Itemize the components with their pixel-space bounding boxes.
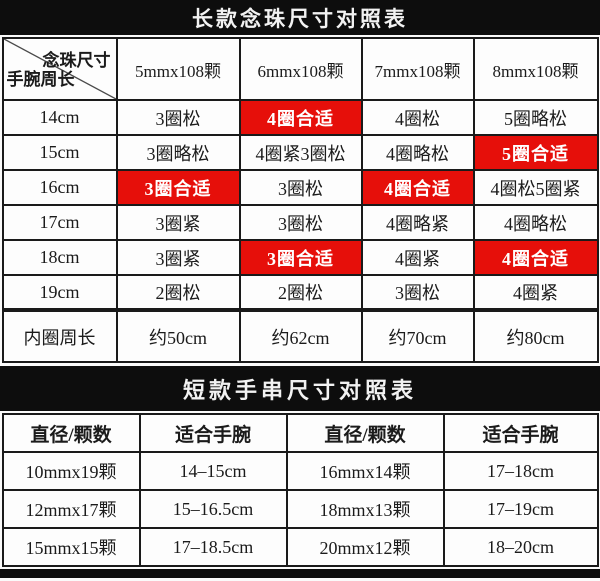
bead-size-cell: 15mmx15颗 bbox=[1, 527, 141, 567]
column-header-diameter-count: 直径/颗数 bbox=[285, 413, 445, 453]
long-table-title-bar: 长款念珠尺寸对照表 bbox=[0, 0, 600, 35]
long-table-header-row: 念珠尺寸 手腕周长 5mmx108颗 6mmx108颗 7mmx108颗 8mm… bbox=[1, 37, 599, 101]
bead-size-cell: 16mmx14颗 bbox=[285, 451, 445, 491]
bead-size-cell: 10mmx19颗 bbox=[1, 451, 141, 491]
table-row: 12mmx17颗 15–16.5cm 18mmx13颗 17–19cm bbox=[1, 489, 599, 529]
fit-cell: 3圈合适 bbox=[238, 239, 363, 276]
short-table-title: 短款手串尺寸对照表 bbox=[182, 377, 417, 403]
inner-circumference-value: 约70cm bbox=[360, 308, 475, 363]
fit-cell: 4圈略松 bbox=[360, 134, 475, 171]
wrist-range-cell: 17–18cm bbox=[442, 451, 599, 491]
corner-label-bead-size: 念珠尺寸 bbox=[42, 51, 111, 70]
fit-cell: 4圈紧3圈松 bbox=[238, 134, 363, 171]
fit-cell: 4圈略紧 bbox=[360, 204, 475, 241]
fit-cell: 3圈松 bbox=[360, 274, 475, 311]
inner-circumference-value: 约62cm bbox=[238, 308, 363, 363]
fit-cell: 4圈紧 bbox=[472, 274, 599, 311]
fit-cell: 2圈松 bbox=[115, 274, 241, 311]
fit-cell: 3圈松 bbox=[238, 169, 363, 206]
fit-cell: 3圈松 bbox=[238, 204, 363, 241]
column-header-5mm: 5mmx108颗 bbox=[115, 37, 241, 101]
column-header-8mm: 8mmx108颗 bbox=[472, 37, 599, 101]
long-beads-table: 念珠尺寸 手腕周长 5mmx108颗 6mmx108颗 7mmx108颗 8mm… bbox=[1, 37, 599, 363]
table-row: 10mmx19颗 14–15cm 16mmx14颗 17–18cm bbox=[1, 451, 599, 491]
bead-size-cell: 12mmx17颗 bbox=[1, 489, 141, 529]
fit-cell: 4圈合适 bbox=[238, 99, 363, 136]
table-row-18cm: 18cm 3圈紧 3圈合适 4圈紧 4圈合适 bbox=[1, 239, 599, 276]
wrist-range-cell: 14–15cm bbox=[138, 451, 288, 491]
corner-header-cell: 念珠尺寸 手腕周长 bbox=[1, 37, 118, 101]
inner-circumference-value: 约50cm bbox=[115, 308, 241, 363]
fit-cell: 2圈松 bbox=[238, 274, 363, 311]
fit-cell: 5圈合适 bbox=[472, 134, 599, 171]
row-label: 17cm bbox=[1, 204, 118, 241]
fit-cell: 3圈合适 bbox=[115, 169, 241, 206]
fit-cell: 3圈紧 bbox=[115, 239, 241, 276]
short-table-header-row: 直径/颗数 适合手腕 直径/颗数 适合手腕 bbox=[1, 413, 599, 453]
fit-cell: 4圈紧 bbox=[360, 239, 475, 276]
table-row-19cm: 19cm 2圈松 2圈松 3圈松 4圈紧 bbox=[1, 274, 599, 311]
row-label: 16cm bbox=[1, 169, 118, 206]
wrist-range-cell: 15–16.5cm bbox=[138, 489, 288, 529]
inner-circumference-value: 约80cm bbox=[472, 308, 599, 363]
table-row-15cm: 15cm 3圈略松 4圈紧3圈松 4圈略松 5圈合适 bbox=[1, 134, 599, 171]
short-bracelet-table: 直径/颗数 适合手腕 直径/颗数 适合手腕 10mmx19颗 14–15cm 1… bbox=[1, 413, 599, 567]
fit-cell: 3圈松 bbox=[115, 99, 241, 136]
fit-cell: 3圈紧 bbox=[115, 204, 241, 241]
row-label: 15cm bbox=[1, 134, 118, 171]
bottom-black-strip bbox=[0, 569, 600, 578]
table-row-14cm: 14cm 3圈松 4圈合适 4圈松 5圈略松 bbox=[1, 99, 599, 136]
row-label: 19cm bbox=[1, 274, 118, 311]
inner-circumference-label: 内圈周长 bbox=[1, 308, 118, 363]
column-header-fits-wrist: 适合手腕 bbox=[442, 413, 599, 453]
wrist-range-cell: 18–20cm bbox=[442, 527, 599, 567]
column-header-7mm: 7mmx108颗 bbox=[360, 37, 475, 101]
bead-size-cell: 18mmx13颗 bbox=[285, 489, 445, 529]
row-label: 14cm bbox=[1, 99, 118, 136]
fit-cell: 4圈合适 bbox=[472, 239, 599, 276]
fit-cell: 4圈合适 bbox=[360, 169, 475, 206]
short-table-title-bar: 短款手串尺寸对照表 bbox=[0, 366, 600, 411]
fit-cell: 4圈松 bbox=[360, 99, 475, 136]
long-table-title: 长款念珠尺寸对照表 bbox=[192, 6, 408, 31]
table-row-16cm: 16cm 3圈合适 3圈松 4圈合适 4圈松5圈紧 bbox=[1, 169, 599, 206]
fit-cell: 5圈略松 bbox=[472, 99, 599, 136]
wrist-range-cell: 17–19cm bbox=[442, 489, 599, 529]
corner-label-wrist-circumference: 手腕周长 bbox=[6, 70, 75, 89]
inner-circumference-row: 内圈周长 约50cm 约62cm 约70cm 约80cm bbox=[1, 308, 599, 363]
fit-cell: 4圈略松 bbox=[472, 204, 599, 241]
bead-size-cell: 20mmx12颗 bbox=[285, 527, 445, 567]
fit-cell: 3圈略松 bbox=[115, 134, 241, 171]
table-row: 15mmx15颗 17–18.5cm 20mmx12颗 18–20cm bbox=[1, 527, 599, 567]
wrist-range-cell: 17–18.5cm bbox=[138, 527, 288, 567]
fit-cell: 4圈松5圈紧 bbox=[472, 169, 599, 206]
column-header-6mm: 6mmx108颗 bbox=[238, 37, 363, 101]
diagonal-line bbox=[4, 39, 116, 99]
table-row-17cm: 17cm 3圈紧 3圈松 4圈略紧 4圈略松 bbox=[1, 204, 599, 241]
row-label: 18cm bbox=[1, 239, 118, 276]
column-header-fits-wrist: 适合手腕 bbox=[138, 413, 288, 453]
column-header-diameter-count: 直径/颗数 bbox=[1, 413, 141, 453]
